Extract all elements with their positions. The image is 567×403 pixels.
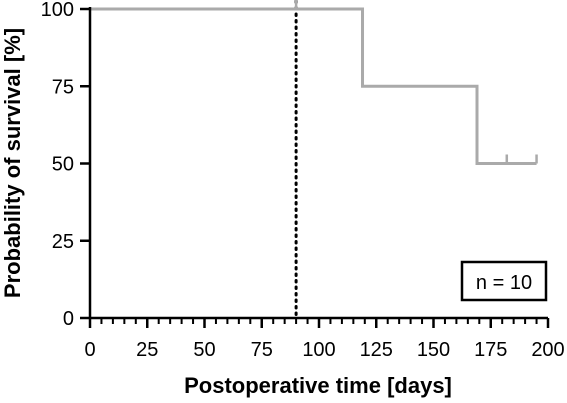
y-tick-label: 50 [52, 154, 74, 176]
y-tick-label: 75 [52, 76, 74, 98]
x-tick-label: 50 [193, 339, 215, 361]
x-tick-label: 75 [251, 339, 273, 361]
x-tick-label: 25 [136, 339, 158, 361]
sample-size-frame [460, 260, 548, 302]
sample-size-label: n = 10 [476, 272, 532, 294]
x-tick-label: 200 [531, 339, 564, 361]
y-tick-label: 100 [41, 0, 74, 21]
x-axis-title: Postoperative time [days] [184, 373, 452, 398]
x-tick-label: 100 [302, 339, 335, 361]
y-tick-label: 0 [63, 308, 74, 330]
y-tick-label: 25 [52, 231, 74, 253]
y-axis-title: Probability of survival [%] [0, 28, 25, 298]
x-tick-label: 0 [84, 339, 95, 361]
survival-curve-0 [90, 7, 537, 165]
x-tick-label: 175 [474, 339, 507, 361]
plot-area [90, 0, 538, 320]
sample-size-box: n = 10 [460, 260, 548, 302]
axes: 0 25 50 75 100 125 150 175 200 0 25 50 75 100 [41, 0, 565, 361]
x-tick-label: 125 [360, 339, 393, 361]
x-tick-label: 150 [417, 339, 450, 361]
